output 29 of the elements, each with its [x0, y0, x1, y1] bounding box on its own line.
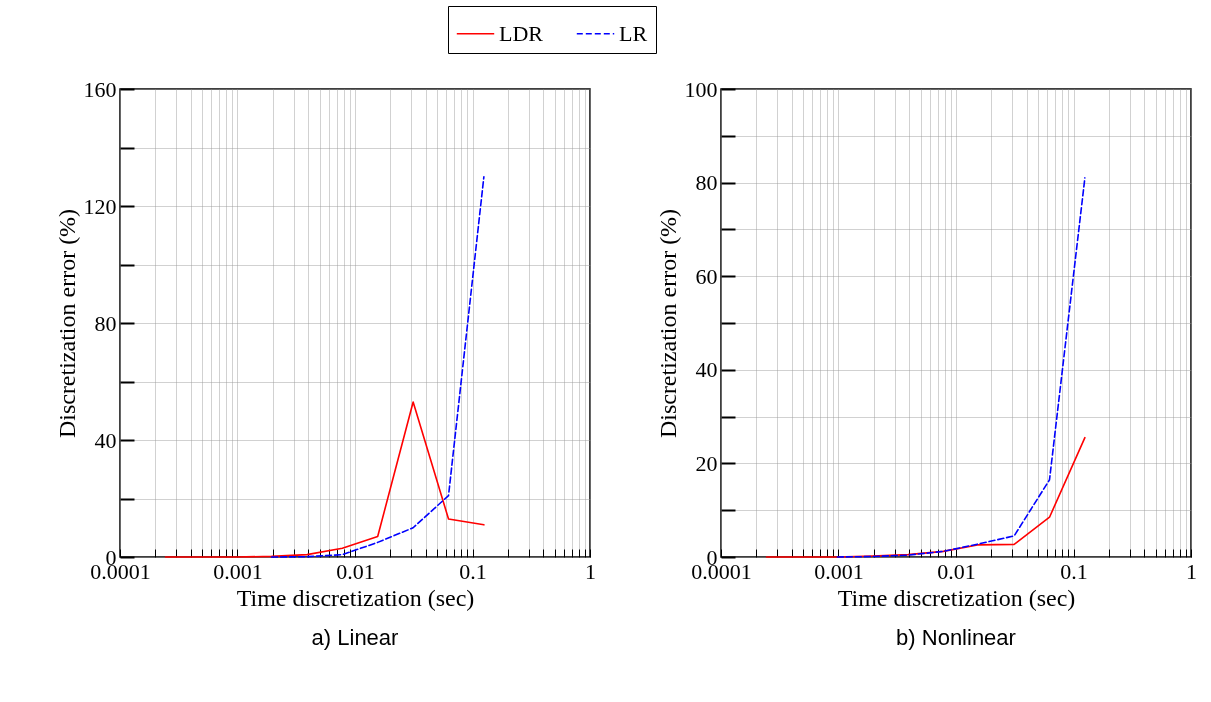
- legend-label: LDR: [499, 20, 544, 46]
- text: a) Linear: [311, 625, 399, 650]
- x-tick-label: 1: [585, 558, 596, 584]
- y-tick-label: 160: [83, 76, 117, 102]
- y-tick-label: 20: [695, 450, 718, 476]
- x-tick-label: 0.01: [937, 558, 976, 584]
- y-tick-label: 40: [94, 427, 117, 453]
- x-tick-label: 0.001: [213, 558, 263, 584]
- x-tick-label: 0.1: [459, 558, 487, 584]
- line-series: [164, 401, 485, 558]
- y-tick-label: 100: [684, 76, 718, 102]
- line-series: [765, 436, 1086, 558]
- y-tick-label: 40: [695, 357, 718, 383]
- y-axis-title: Discretization error (%): [654, 208, 681, 439]
- y-tick-label: 60: [695, 263, 718, 289]
- x-tick-label: 0.01: [336, 558, 375, 584]
- y-axis-title: Discretization error (%): [53, 208, 80, 439]
- legend-label: LR: [619, 20, 648, 46]
- y-tick-label: 80: [695, 170, 718, 196]
- x-tick-label: 0.001: [814, 558, 864, 584]
- x-axis-title: Time discretization (sec): [837, 584, 1076, 611]
- x-tick-label: 1: [1186, 558, 1197, 584]
- x-axis-title: Time discretization (sec): [236, 584, 475, 611]
- y-tick-label: 120: [83, 193, 117, 219]
- text: b) Nonlinear: [896, 625, 1016, 650]
- y-tick-label: 80: [94, 310, 117, 336]
- line-series: [836, 177, 1086, 558]
- line-series: [270, 175, 485, 558]
- x-tick-label: 0.1: [1060, 558, 1088, 584]
